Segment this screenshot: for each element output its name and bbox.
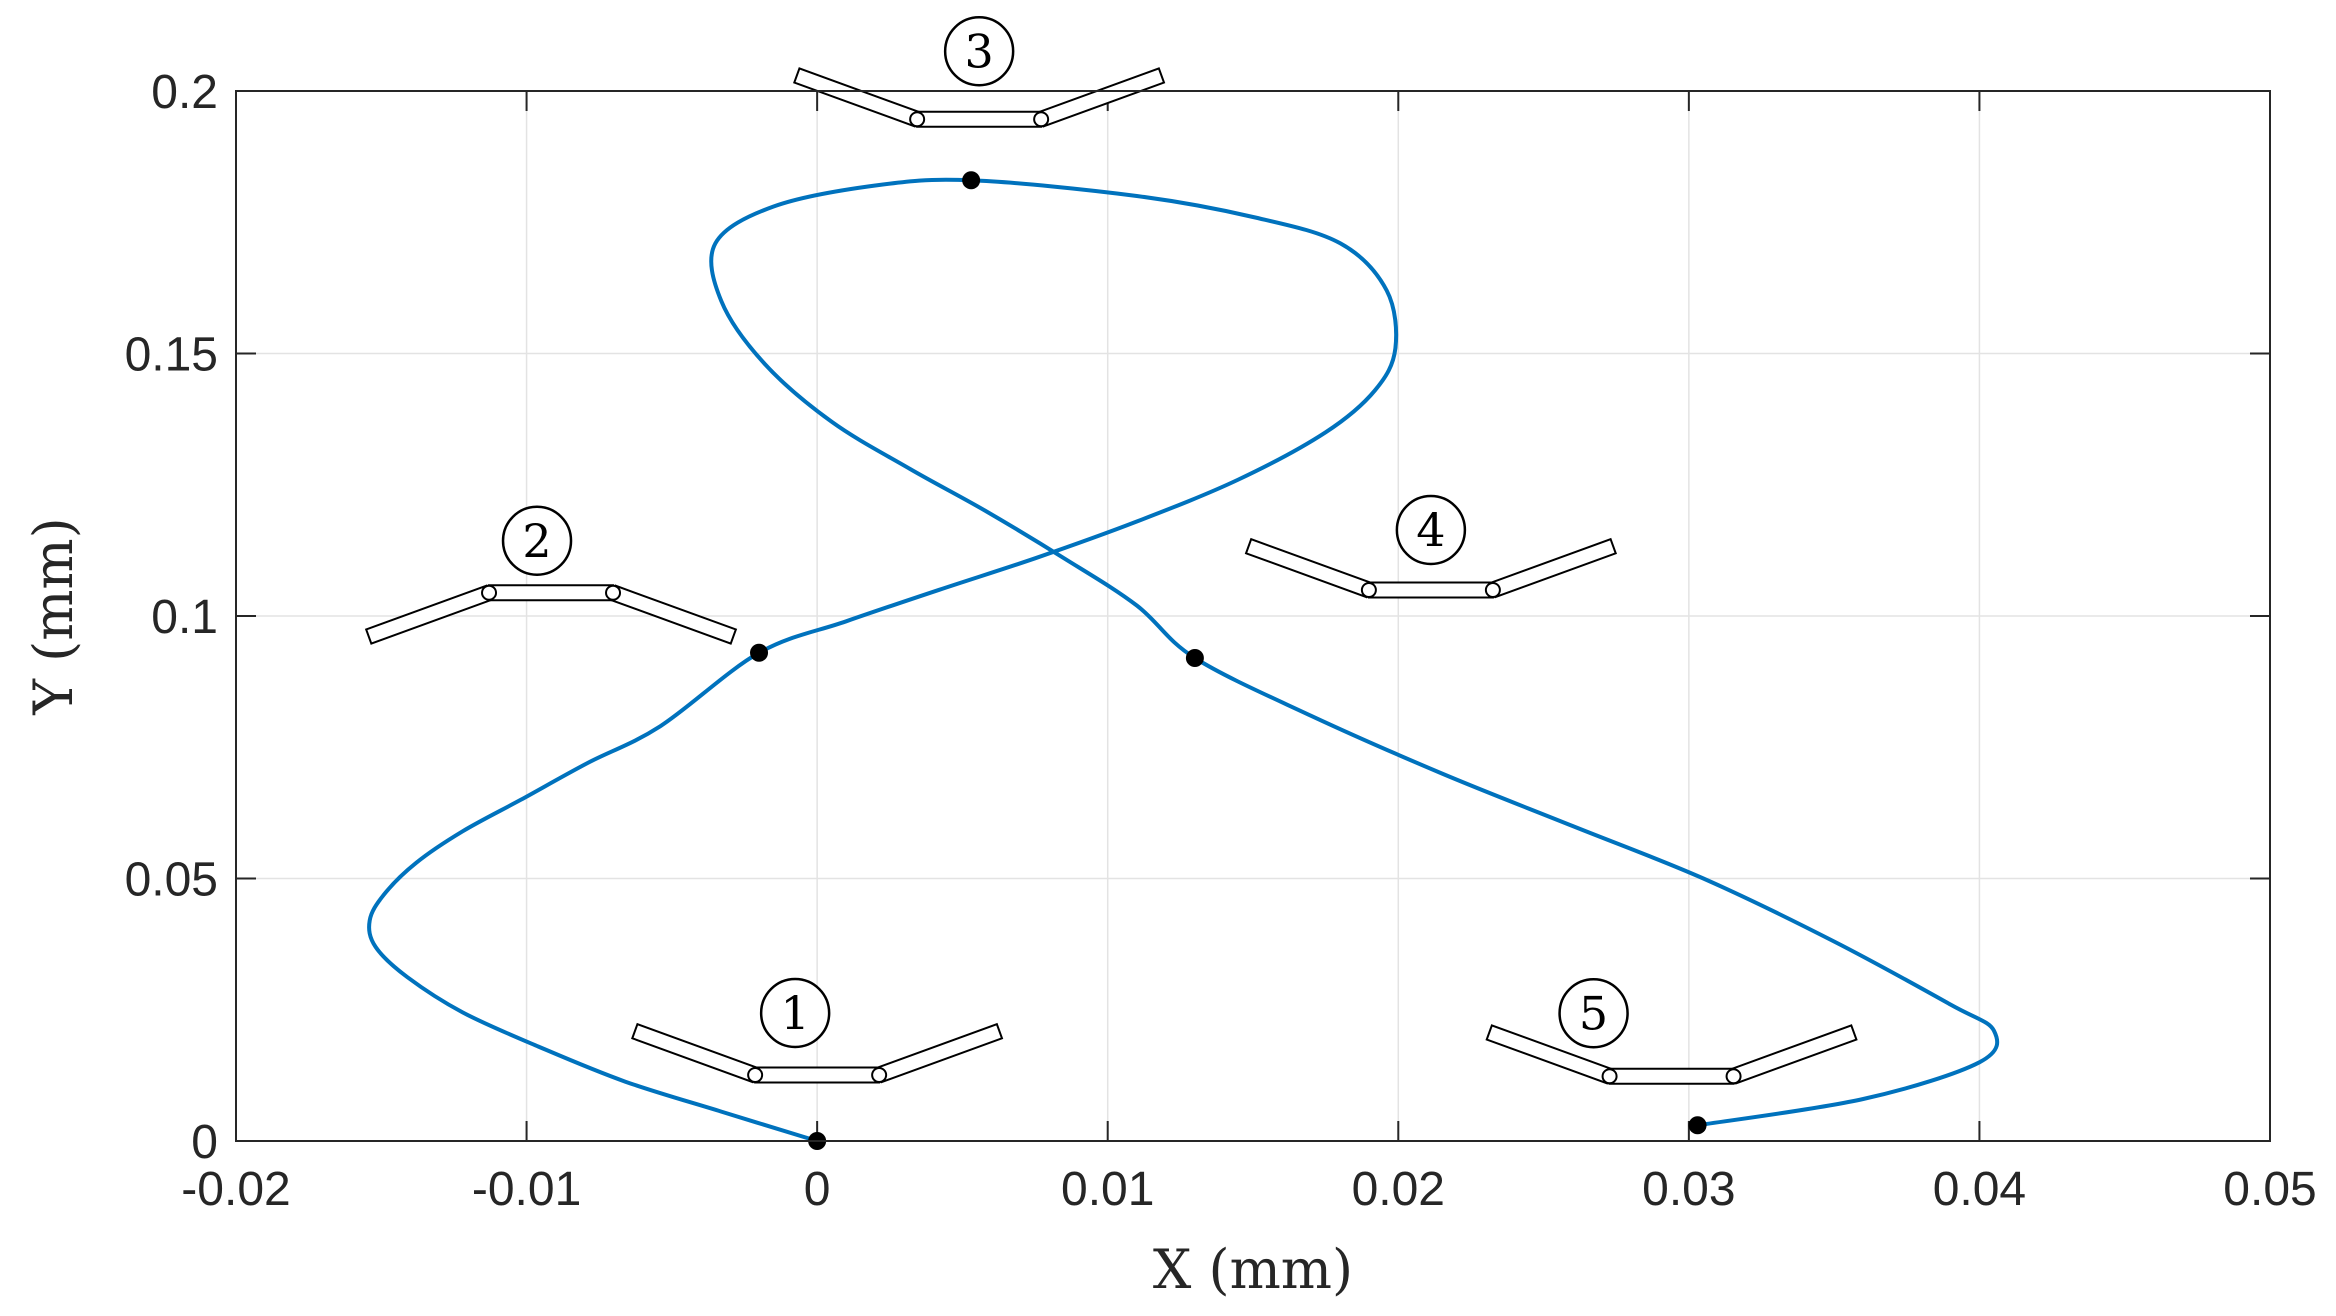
tick-labels: -0.02 -0.01 0 0.01 0.02 0.03 0.04 0.05 0 0.05 0.1 0… — [125, 66, 2317, 1216]
x-axis-label: X (mm) — [1153, 1238, 1353, 1301]
x-tick-label: 0.05 — [2223, 1163, 2316, 1216]
y-tick-label: 0.1 — [151, 591, 218, 644]
point-label-circle — [943, 16, 1015, 87]
mechanism-glyph-4 — [1244, 537, 1618, 599]
mechanism-glyph-1 — [631, 1022, 1004, 1084]
trajectory-line — [367, 177, 2000, 1143]
y-tick-label: 0.05 — [125, 854, 218, 907]
x-tick-label: 0.01 — [1061, 1163, 1154, 1216]
mechanism-link — [754, 1066, 881, 1084]
mechanism-joint — [605, 584, 622, 601]
mechanism-joint — [1601, 1068, 1618, 1085]
y-axis-label: Y (mm) — [22, 517, 85, 715]
mechanism-joint — [747, 1067, 764, 1083]
mechanism-joint — [871, 1067, 888, 1083]
point-label-5: 5 — [1579, 986, 1608, 1040]
mechanism-joint — [1360, 582, 1377, 598]
mechanism-joint — [909, 111, 926, 128]
trajectory-point-2 — [750, 643, 769, 662]
mechanism-glyph-2 — [364, 584, 738, 645]
x-tick-label: -0.02 — [181, 1163, 290, 1216]
mechanism-link — [916, 110, 1043, 128]
trajectory-point-3 — [962, 171, 981, 190]
trajectory-point-5 — [1688, 1116, 1707, 1135]
plot-area: 1 2 3 4 5 — [364, 16, 2000, 1150]
mechanism-joint — [1484, 582, 1501, 598]
mechanism-joint — [1033, 111, 1050, 128]
y-tick-label: 0.2 — [151, 66, 218, 119]
x-tick-label: 0.04 — [1933, 1163, 2026, 1216]
x-tick-label: 0 — [804, 1163, 831, 1216]
mechanism-link — [1608, 1067, 1735, 1085]
y-tick-label: 0.15 — [125, 329, 218, 382]
mechanism-link — [488, 584, 615, 602]
point-label-circle — [1395, 494, 1467, 566]
mechanism-joint — [481, 584, 498, 601]
trajectory-point-4 — [1185, 649, 1204, 667]
point-label-2: 2 — [522, 514, 551, 568]
point-label-4: 4 — [1416, 503, 1445, 557]
axes-box — [235, 90, 2271, 1142]
mechanism-glyph-3 — [793, 67, 1166, 128]
point-label-circle — [501, 505, 573, 576]
point-label-3: 3 — [965, 24, 994, 78]
point-label-1: 1 — [781, 986, 810, 1040]
point-label-circle — [759, 977, 831, 1049]
mechanism-joint — [1725, 1068, 1742, 1085]
x-tick-label: -0.01 — [472, 1163, 581, 1216]
y-tick-label: 0 — [191, 1116, 218, 1169]
point-label-circle — [1558, 978, 1629, 1049]
x-tick-label: 0.03 — [1642, 1163, 1735, 1216]
mechanism-link — [1367, 581, 1494, 599]
mechanism-glyph-5 — [1485, 1024, 1858, 1085]
x-tick-label: 0.02 — [1352, 1163, 1445, 1216]
